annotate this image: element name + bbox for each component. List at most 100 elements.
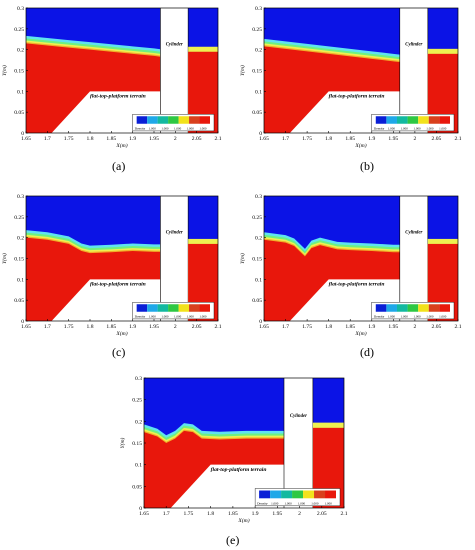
- legend-swatch: [168, 116, 179, 124]
- x-tick-label: 1.9: [129, 136, 136, 142]
- y-axis-title: Y(m): [119, 437, 126, 448]
- terrain-label: flat-top-platform terrain: [329, 94, 385, 100]
- legend-value: 1.000: [426, 126, 434, 130]
- legend-swatch: [407, 116, 419, 124]
- y-tick-label: 0.3: [255, 6, 262, 12]
- legend-value: 1.000: [187, 314, 195, 318]
- y-tick-label: 0.1: [255, 89, 262, 95]
- x-tick-label: 2.05: [432, 324, 442, 330]
- legend-value: 1.000: [401, 126, 409, 130]
- x-tick-label: 1.9: [368, 136, 375, 142]
- legend-value: 1.000: [426, 314, 434, 318]
- cylinder-label: Cylinder: [166, 43, 183, 48]
- x-tick-label: 1.75: [302, 136, 312, 142]
- x-tick-label: 2: [174, 324, 177, 330]
- legend-swatch: [314, 490, 326, 499]
- x-tick-label: 2.1: [341, 511, 348, 517]
- legend-swatch: [136, 304, 148, 312]
- y-tick-label: 0.3: [17, 6, 24, 12]
- y-tick-label: 0.2: [17, 236, 24, 242]
- density-contour-plot: 1.65 1.7 1.75 1.8 1.85 1.9 1.95 2 2.05 2.1 0 0.05 0.…: [1, 194, 222, 337]
- cylinder-gap: [160, 196, 189, 321]
- y-tick-label: 0.15: [252, 257, 262, 263]
- x-tick-label: 1.95: [388, 136, 398, 142]
- x-tick-label: 1.75: [302, 324, 312, 330]
- legend-swatch: [418, 116, 429, 124]
- legend-value: 1.000: [388, 314, 396, 318]
- legend-value: 1.000: [199, 126, 207, 130]
- legend-swatch: [157, 304, 169, 312]
- y-tick-label: 0.1: [135, 463, 142, 469]
- legend-swatch: [428, 116, 440, 124]
- y-tick-label: 0.25: [132, 398, 142, 404]
- legend-value: 1.000: [311, 501, 319, 505]
- y-axis-title: Y(m): [239, 253, 246, 264]
- y-tick-label: 0: [21, 131, 24, 137]
- legend-title: Density: [135, 314, 146, 318]
- legend-title: Density: [135, 126, 146, 130]
- x-tick-label: 1.7: [282, 324, 289, 330]
- x-tick-label: 1.9: [129, 324, 136, 330]
- legend-swatch: [303, 490, 315, 499]
- x-tick-label: 1.95: [149, 324, 159, 330]
- x-tick-label: 1.8: [87, 324, 94, 330]
- y-tick-label: 0: [259, 131, 262, 137]
- y-tick-label: 0.25: [252, 27, 262, 33]
- y-tick-label: 0.1: [17, 89, 24, 95]
- y-tick-label: 0: [259, 319, 262, 325]
- x-tick-label: 2.1: [215, 324, 222, 330]
- legend-swatch: [157, 116, 169, 124]
- legend-value: 1.000: [161, 126, 169, 130]
- x-tick-label: 2: [174, 136, 177, 142]
- x-tick-label: 1.75: [64, 136, 74, 142]
- x-axis-title: X(m): [115, 330, 127, 337]
- legend-value: 1.000: [161, 314, 169, 318]
- legend-swatch: [439, 304, 450, 312]
- y-tick-label: 0.3: [255, 194, 262, 200]
- x-tick-label: 1.7: [44, 324, 51, 330]
- y-tick-label: 0.2: [17, 48, 24, 54]
- x-tick-label: 1.95: [272, 511, 282, 517]
- cylinder-label: Cylinder: [405, 231, 422, 236]
- panel-d-label: (d): [360, 345, 374, 359]
- x-tick-label: 2.05: [192, 324, 202, 330]
- panel-b: 1.65 1.7 1.75 1.8 1.85 1.9 1.95 2 2.05 2.1 0 0.05 0.…: [238, 0, 470, 155]
- cylinder-gap: [399, 8, 428, 133]
- cylinder-gap: [399, 196, 428, 321]
- x-tick-label: 2: [413, 324, 416, 330]
- legend-swatch: [259, 490, 271, 499]
- legend-value: 1.000: [325, 501, 333, 505]
- panel-d: 1.65 1.7 1.75 1.8 1.85 1.9 1.95 2 2.05 2.1 0 0.05 0.…: [238, 188, 470, 343]
- x-tick-label: 1.8: [325, 136, 332, 142]
- y-tick-label: 0.15: [14, 257, 24, 263]
- legend-value: 1.000: [271, 501, 279, 505]
- cylinder-label: Cylinder: [290, 414, 307, 419]
- x-tick-label: 1.8: [207, 511, 214, 517]
- panel-c: 1.65 1.7 1.75 1.8 1.85 1.9 1.95 2 2.05 2.1 0 0.05 0.…: [0, 188, 230, 343]
- legend-swatch: [375, 304, 387, 312]
- y-axis-title: Y(m): [1, 253, 8, 264]
- y-tick-label: 0.3: [135, 376, 142, 382]
- legend-value: 1.000: [439, 126, 447, 130]
- y-axis-title: Y(m): [1, 65, 8, 76]
- cylinder-label: Cylinder: [166, 231, 183, 236]
- legend-swatch: [428, 304, 440, 312]
- x-tick-label: 1.8: [87, 136, 94, 142]
- cylinder-gap: [284, 378, 313, 508]
- x-tick-label: 1.75: [184, 511, 194, 517]
- x-tick-label: 1.65: [259, 324, 269, 330]
- y-tick-label: 0.1: [255, 277, 262, 283]
- legend-value: 1.000: [388, 126, 396, 130]
- x-tick-label: 1.7: [282, 136, 289, 142]
- legend-swatch: [199, 304, 210, 312]
- legend-swatch: [325, 490, 336, 499]
- legend-value: 1.000: [174, 314, 182, 318]
- x-tick-label: 1.7: [163, 511, 170, 517]
- legend-swatch: [281, 490, 293, 499]
- x-tick-label: 2.1: [455, 324, 462, 330]
- x-tick-label: 1.65: [21, 324, 31, 330]
- x-tick-label: 1.85: [228, 511, 238, 517]
- legend-swatch: [292, 490, 304, 499]
- x-tick-label: 2.1: [455, 136, 462, 142]
- legend-swatch: [407, 304, 419, 312]
